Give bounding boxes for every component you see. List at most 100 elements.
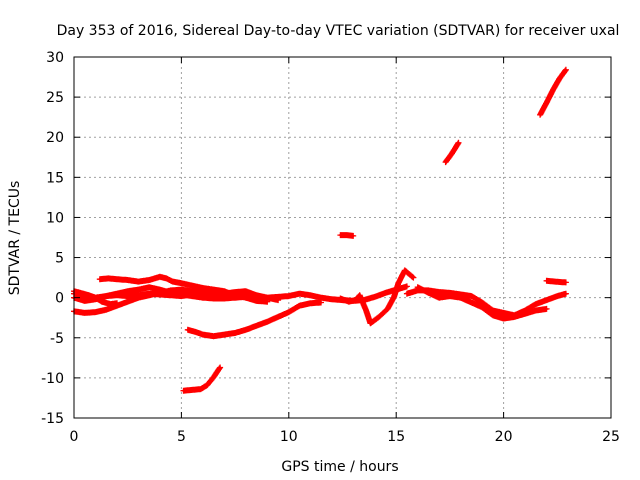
data-point xyxy=(115,278,119,281)
data-series xyxy=(337,267,417,327)
data-point xyxy=(223,290,226,293)
data-point xyxy=(212,288,215,291)
data-point xyxy=(158,275,162,279)
data-point xyxy=(564,292,568,295)
data-point xyxy=(169,294,172,297)
y-tick-label: -10 xyxy=(41,371,64,387)
data-point xyxy=(100,300,104,303)
y-tick-label: 25 xyxy=(46,90,64,106)
data-point xyxy=(137,294,140,297)
data-point xyxy=(137,288,140,291)
data-point xyxy=(538,113,542,116)
data-point xyxy=(553,280,557,283)
data-point xyxy=(545,307,548,311)
data-point xyxy=(369,322,372,325)
data-point xyxy=(437,296,441,299)
data-point xyxy=(266,300,269,303)
y-tick-label: 0 xyxy=(55,291,64,307)
data-point xyxy=(126,300,129,303)
data-point xyxy=(115,294,119,297)
data-point xyxy=(83,311,86,315)
data-point xyxy=(244,290,248,293)
y-tick-label: 10 xyxy=(46,210,64,226)
data-point xyxy=(115,302,119,305)
data-point xyxy=(377,315,381,319)
data-point xyxy=(298,292,301,295)
data-point xyxy=(126,290,129,293)
x-tick-label: 25 xyxy=(602,429,620,445)
data-point xyxy=(444,160,447,164)
data-point xyxy=(354,298,357,302)
data-point xyxy=(545,279,548,283)
data-point xyxy=(218,366,222,369)
data-point xyxy=(373,295,376,299)
data-point xyxy=(392,295,396,299)
data-point xyxy=(212,297,215,300)
y-tick-label: 30 xyxy=(46,50,64,66)
data-point xyxy=(199,387,202,391)
data-point xyxy=(201,291,205,295)
data-point xyxy=(298,304,301,307)
data-point xyxy=(339,233,342,237)
data-point xyxy=(545,101,548,104)
data-point xyxy=(551,88,555,92)
data-series xyxy=(543,277,569,286)
data-point xyxy=(556,294,559,298)
data-series xyxy=(414,284,550,322)
data-point xyxy=(233,294,237,297)
data-point xyxy=(180,282,183,285)
data-point xyxy=(87,294,91,297)
data-point xyxy=(384,291,387,295)
data-point xyxy=(403,269,406,272)
data-point xyxy=(437,290,441,294)
data-point xyxy=(397,282,400,285)
data-point xyxy=(345,233,348,237)
data-point xyxy=(190,293,194,296)
data-point xyxy=(205,383,209,387)
data-point xyxy=(276,295,280,299)
data-point xyxy=(79,291,82,295)
data-point xyxy=(212,334,215,338)
x-tick-label: 0 xyxy=(70,429,79,445)
data-point xyxy=(491,314,495,317)
data-point xyxy=(223,297,226,300)
data-point xyxy=(244,328,248,331)
data-series xyxy=(337,232,357,239)
data-point xyxy=(480,306,484,309)
data-point xyxy=(94,296,97,299)
data-point xyxy=(502,311,505,315)
data-point xyxy=(147,292,151,295)
data-point xyxy=(195,330,198,334)
y-tick-label: 20 xyxy=(46,130,64,146)
data-point xyxy=(534,302,538,306)
data-point xyxy=(98,278,101,281)
x-axis-label: GPS time / hours xyxy=(281,459,398,475)
data-series xyxy=(71,288,120,308)
data-point xyxy=(147,286,151,289)
data-series xyxy=(537,66,569,118)
data-point xyxy=(513,315,516,319)
data-point xyxy=(523,312,527,315)
data-series xyxy=(184,299,324,340)
data-point xyxy=(564,68,568,72)
data-point xyxy=(158,293,162,296)
grid-layer xyxy=(74,57,611,418)
data-point xyxy=(105,294,108,298)
data-point xyxy=(107,277,110,280)
data-point xyxy=(186,328,190,331)
data-point xyxy=(364,309,368,312)
data-point xyxy=(448,294,452,298)
data-point xyxy=(347,300,351,303)
data-point xyxy=(309,294,312,297)
data-point xyxy=(182,389,185,392)
data-point xyxy=(287,310,290,314)
data-point xyxy=(165,277,168,280)
data-point xyxy=(309,302,312,305)
data-point xyxy=(158,288,162,291)
data-point xyxy=(470,294,473,298)
data-point xyxy=(223,333,226,336)
data-point xyxy=(190,388,194,392)
data-point xyxy=(255,324,258,327)
data-point xyxy=(201,286,205,290)
